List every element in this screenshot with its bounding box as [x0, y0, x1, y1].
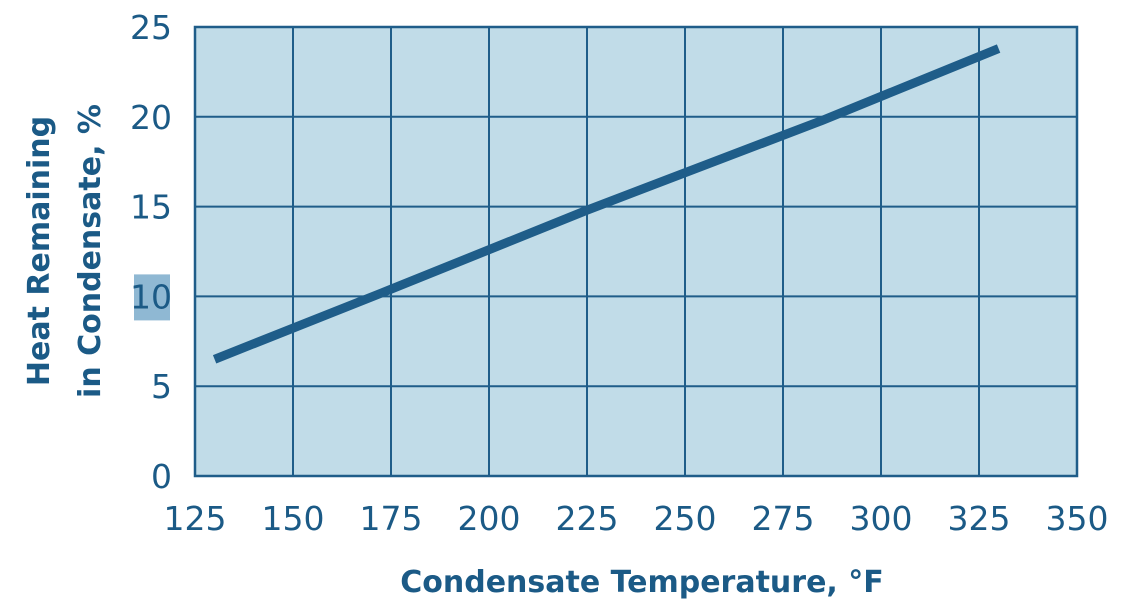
x-tick-label: 225	[556, 499, 619, 538]
x-tick-label: 275	[752, 499, 815, 538]
y-axis-title-line-1: Heat Remaining	[22, 116, 57, 386]
x-tick-label: 175	[360, 499, 423, 538]
series-line	[212, 44, 1001, 364]
y-tick-label: 15	[130, 188, 172, 227]
x-tick-label: 150	[262, 499, 325, 538]
y-tick-labels: 0 5 10 15 20 25	[130, 8, 172, 496]
plot-frame	[193, 25, 1079, 478]
y-axis-title-line-2: in Condensate, %	[73, 104, 108, 398]
y-tick-label: 5	[151, 367, 172, 406]
x-tick-label: 250	[654, 499, 717, 538]
x-tick-labels: 125 150 175 200 225 250 275 300 325 350	[164, 499, 1109, 538]
x-tick-label: 125	[164, 499, 227, 538]
x-tick-label: 325	[948, 499, 1011, 538]
x-tick-label: 300	[850, 499, 913, 538]
y-tick-label: 0	[151, 457, 172, 496]
series	[212, 44, 1001, 364]
x-axis-title: Condensate Temperature, °F	[400, 565, 884, 600]
y-tick-label: 25	[130, 8, 172, 47]
x-tick-label: 200	[458, 499, 521, 538]
plot-background	[195, 27, 1077, 476]
y-tick-label: 20	[130, 98, 172, 137]
y-tick-highlight	[134, 274, 170, 321]
x-tick-label: 350	[1046, 499, 1109, 538]
grid	[193, 25, 1079, 478]
y-tick-label: 10	[130, 277, 172, 316]
